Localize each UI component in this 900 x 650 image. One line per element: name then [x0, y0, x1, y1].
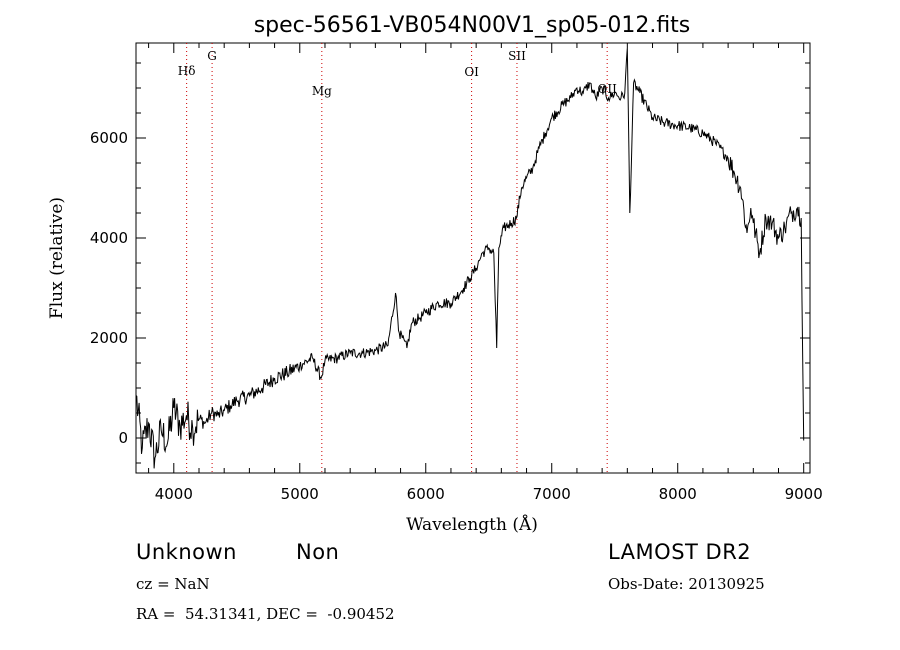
y-axis-label: Flux (relative) — [47, 197, 67, 319]
x-tick-label: 5000 — [281, 485, 319, 503]
x-tick-label: 9000 — [785, 485, 823, 503]
x-tick-label: 8000 — [659, 485, 697, 503]
x-tick-label: 4000 — [155, 485, 193, 503]
y-tick-label: 6000 — [90, 129, 128, 147]
marker-label-2: Mg — [312, 84, 332, 98]
y-tick-label: 2000 — [90, 329, 128, 347]
x-axis-label: Wavelength (Å) — [406, 514, 538, 535]
axis-ticks: 4000 5000 6000 7000 8000 9000 0 2000 4000 6000 — [90, 43, 823, 503]
x-tick-label: 6000 — [407, 485, 445, 503]
spectral-class: Unknown — [136, 540, 237, 564]
y-tick-label: 4000 — [90, 229, 128, 247]
plot-frame — [135, 42, 811, 474]
observation-date: Obs-Date: 20130925 — [608, 575, 765, 593]
x-tick-label: 7000 — [533, 485, 571, 503]
chart-title: spec-56561-VB054N00V1_sp05-012.fits — [254, 13, 691, 38]
marker-label-1: G — [207, 49, 217, 63]
ra-dec-coordinates: RA = 54.31341, DEC = -0.90452 — [136, 605, 395, 623]
redshift-cz: cz = NaN — [136, 575, 210, 593]
marker-label-4: SII — [508, 49, 526, 63]
y-tick-label: 0 — [118, 429, 128, 447]
survey-name: LAMOST DR2 — [608, 540, 752, 564]
spectral-subclass: Non — [296, 540, 340, 564]
marker-label-3: OI — [464, 65, 479, 79]
spectrum-series-line — [135, 47, 805, 469]
marker-label-0: Hδ — [178, 64, 196, 78]
